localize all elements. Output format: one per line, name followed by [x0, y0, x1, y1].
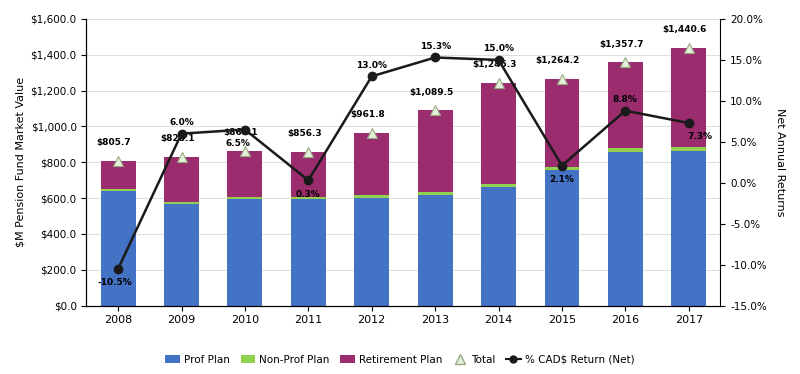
Bar	[291, 152, 326, 197]
Bar	[608, 152, 642, 306]
Bar	[545, 167, 579, 171]
Bar	[354, 196, 389, 198]
Bar	[227, 199, 262, 306]
Text: 2.1%: 2.1%	[550, 175, 574, 184]
Bar	[545, 79, 579, 167]
Text: $828.1: $828.1	[160, 134, 194, 143]
Text: 6.5%: 6.5%	[226, 139, 250, 148]
Bar	[608, 62, 642, 148]
Bar	[481, 83, 516, 184]
Bar	[418, 194, 453, 306]
Text: $856.3: $856.3	[287, 129, 322, 138]
Bar	[101, 189, 135, 191]
Bar	[671, 147, 706, 151]
Bar	[164, 157, 199, 202]
Bar	[418, 110, 453, 192]
Bar	[545, 171, 579, 306]
Y-axis label: Net Annual Returns: Net Annual Returns	[775, 108, 785, 217]
Text: 0.3%: 0.3%	[296, 190, 321, 199]
Text: 7.3%: 7.3%	[687, 132, 712, 141]
Bar	[101, 191, 135, 306]
Text: $1,440.6: $1,440.6	[662, 25, 706, 34]
Bar	[291, 197, 326, 199]
Text: 15.3%: 15.3%	[419, 42, 450, 51]
Bar	[671, 151, 706, 306]
Bar	[608, 148, 642, 152]
Bar	[418, 192, 453, 194]
Text: $1,089.5: $1,089.5	[409, 88, 453, 96]
Text: $1,264.2: $1,264.2	[536, 56, 580, 65]
Text: $805.7: $805.7	[97, 138, 131, 147]
Bar	[481, 184, 516, 187]
Text: 6.0%: 6.0%	[169, 118, 194, 127]
Text: -10.5%: -10.5%	[98, 278, 133, 287]
Text: $865.1: $865.1	[223, 128, 258, 137]
Y-axis label: $M Pension Fund Market Value: $M Pension Fund Market Value	[15, 77, 25, 247]
Text: $1,245.3: $1,245.3	[472, 59, 517, 69]
Bar	[354, 198, 389, 306]
Bar	[291, 199, 326, 306]
Bar	[227, 197, 262, 199]
Bar	[101, 161, 135, 189]
Text: 13.0%: 13.0%	[356, 61, 387, 70]
Bar	[354, 133, 389, 196]
Text: $961.8: $961.8	[350, 110, 385, 119]
Text: 15.0%: 15.0%	[483, 45, 514, 53]
Bar	[164, 204, 199, 306]
Legend: Prof Plan, Non-Prof Plan, Retirement Plan, Total, % CAD$ Return (Net): Prof Plan, Non-Prof Plan, Retirement Pla…	[162, 350, 638, 369]
Bar	[227, 151, 262, 197]
Text: $1,357.7: $1,357.7	[599, 40, 643, 49]
Bar	[481, 187, 516, 306]
Bar	[164, 202, 199, 204]
Text: 8.8%: 8.8%	[613, 95, 638, 104]
Bar	[671, 47, 706, 147]
